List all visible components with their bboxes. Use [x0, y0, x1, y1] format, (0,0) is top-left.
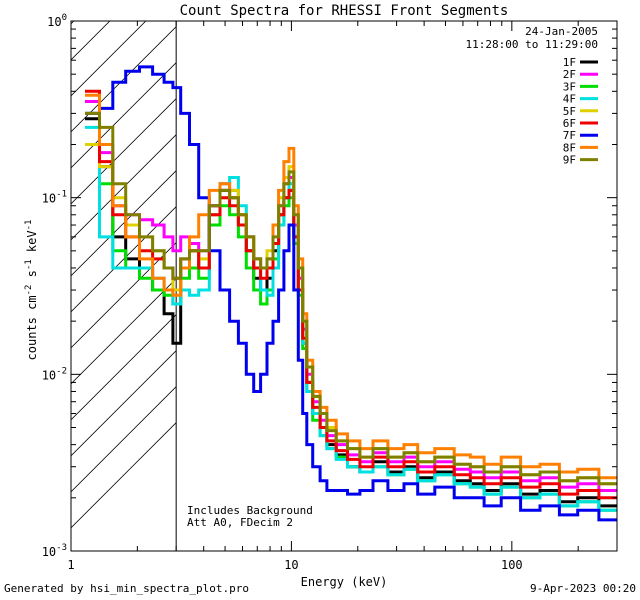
- legend: 24-Jan-2005 11:28:00 to 11:29:00 1F2F3F4…: [466, 25, 598, 167]
- hatch-lines: [71, 21, 177, 529]
- axes: 1 10 100 10-3 10-2 10-1 100: [42, 13, 618, 572]
- series-8F: [85, 93, 617, 480]
- y-tick-label: 10-3: [42, 543, 67, 559]
- generated-by-text: Generated by hsi_min_spectra_plot.pro: [4, 582, 250, 595]
- x-axis-label: Energy (keV): [301, 575, 388, 589]
- legend-label-7F: 7F: [563, 129, 576, 142]
- y-tick-label: 100: [47, 13, 67, 29]
- legend-label-4F: 4F: [563, 93, 576, 106]
- legend-time-range: 11:28:00 to 11:29:00: [466, 38, 598, 51]
- chart-title: Count Spectra for RHESSI Front Segments: [180, 3, 509, 19]
- legend-label-6F: 6F: [563, 117, 576, 130]
- legend-label-9F: 9F: [563, 154, 576, 167]
- annotations: Includes Background Att A0, FDecim 2: [187, 504, 313, 529]
- series-7F: [85, 65, 617, 522]
- series-layer: [85, 65, 617, 522]
- legend-label-5F: 5F: [563, 105, 576, 118]
- series-4F: [85, 125, 617, 512]
- series-9F: [85, 111, 617, 486]
- legend-label-2F: 2F: [563, 68, 576, 81]
- x-tick-label: 100: [501, 558, 523, 572]
- legend-label-3F: 3F: [563, 80, 576, 93]
- annotation-background: Includes Background: [187, 504, 313, 517]
- x-tick-label: 10: [284, 558, 298, 572]
- legend-label-8F: 8F: [563, 141, 576, 154]
- series-clip-group: [85, 65, 617, 522]
- legend-date: 24-Jan-2005: [525, 25, 598, 38]
- timestamp-text: 9-Apr-2023 00:20: [530, 582, 636, 595]
- y-axis-label: counts cm-2 s-1 keV-1: [24, 220, 39, 361]
- y-tick-label: 10-2: [42, 366, 67, 382]
- annotation-attenuator: Att A0, FDecim 2: [187, 516, 293, 529]
- x-tick-label: 1: [67, 558, 74, 572]
- y-tick-label: 10-1: [42, 190, 67, 206]
- plot-frame: [70, 20, 618, 552]
- hatched-region: [71, 21, 177, 551]
- hatch-lines-group: [71, 21, 177, 529]
- legend-label-1F: 1F: [563, 56, 576, 69]
